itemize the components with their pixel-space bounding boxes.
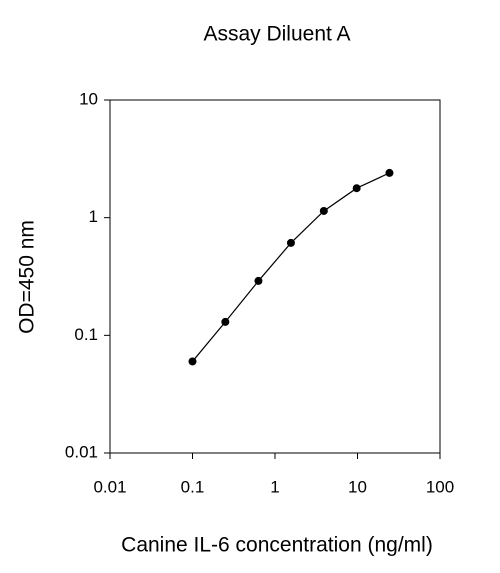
plot-frame [109, 99, 441, 454]
y-tick-label: 1 [89, 207, 98, 226]
point [254, 276, 263, 285]
x-tick-label: 0.01 [93, 477, 126, 496]
y-tick-label: 10 [79, 89, 98, 108]
x-tick-label: 0.1 [181, 477, 205, 496]
y-tick-label: 0.1 [74, 325, 98, 344]
line [192, 172, 390, 362]
chart-title: Assay Diluent A [203, 23, 350, 46]
y-axis-label: OD=450 nm [16, 220, 39, 334]
point [385, 168, 394, 177]
point [352, 184, 361, 193]
point [221, 317, 230, 326]
y-tick-label: 0.01 [65, 442, 98, 461]
x-axis-label: Canine IL-6 concentration (ng/ml) [121, 534, 433, 557]
x-tick-label: 10 [348, 477, 367, 496]
point [319, 206, 328, 215]
point [188, 357, 197, 366]
x-tick-label: 1 [270, 477, 279, 496]
x-tick-label: 100 [426, 477, 454, 496]
point [286, 238, 295, 247]
